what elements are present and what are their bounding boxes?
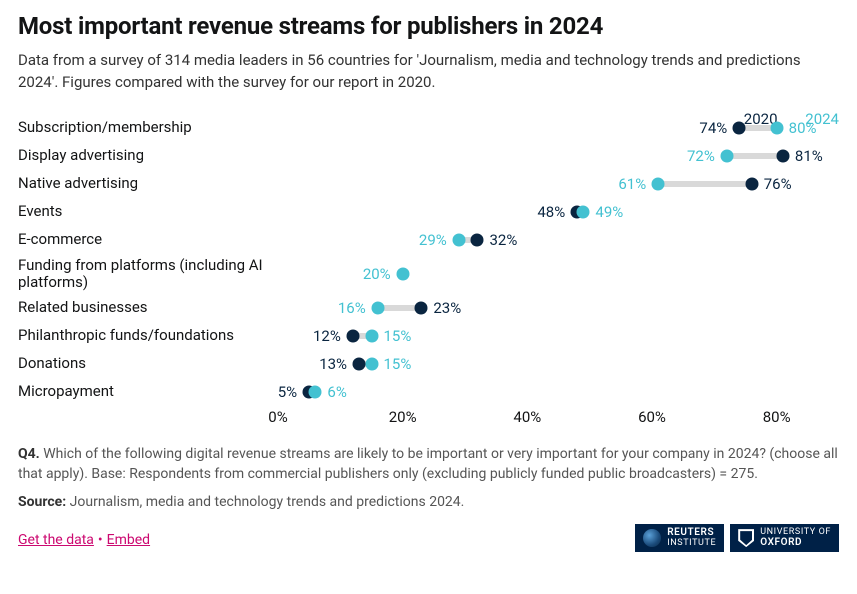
value-label: 48% [537, 203, 565, 221]
row-plot: 16% 23% [278, 294, 839, 322]
value-label: 81% [795, 147, 823, 165]
link-separator: • [98, 532, 103, 548]
badge-line: INSTITUTE [667, 539, 716, 548]
dot-2024 [577, 205, 590, 218]
row-plot: 5% 6% [278, 378, 839, 406]
chart-row: Events 48% 49% [18, 198, 839, 226]
source-text: Source: Journalism, media and technology… [18, 494, 839, 510]
footer-badges: REUTERS INSTITUTE UNIVERSITY OF OXFORD [635, 524, 839, 552]
footnote-body: Which of the following digital revenue s… [18, 446, 838, 482]
x-axis: 0% 20% 40% 60% 80% [18, 406, 839, 430]
dot-2024 [770, 121, 783, 134]
footnote-text: Q4. Which of the following digital reven… [18, 444, 839, 485]
row-plot: 72% 81% [278, 142, 839, 170]
row-category-label: Funding from platforms (including AI pla… [18, 257, 278, 290]
embed-link[interactable]: Embed [107, 532, 150, 548]
value-label: 72% [687, 147, 715, 165]
value-label: 5% [278, 383, 297, 401]
axis-tick: 20% [389, 408, 417, 426]
chart-area: 2020 2024 Subscription/membership74%80%D… [18, 114, 839, 430]
row-category-label: Philanthropic funds/foundations [18, 327, 278, 344]
value-label: 15% [383, 327, 411, 345]
row-plot: 48% 49% [278, 198, 839, 226]
dot-2024 [396, 267, 409, 280]
oxford-badge: UNIVERSITY OF OXFORD [730, 524, 839, 552]
source-body: Journalism, media and technology trends … [66, 494, 464, 510]
chart-row: Philanthropic funds/foundations 12% 15% [18, 322, 839, 350]
value-label: 29% [419, 231, 447, 249]
dot-2024 [720, 149, 733, 162]
shield-icon [738, 529, 754, 547]
value-label: 15% [383, 355, 411, 373]
row-plot: 74% 80% [278, 114, 839, 142]
dot-2020 [415, 301, 428, 314]
dot-2024 [309, 385, 322, 398]
dot-2020 [733, 121, 746, 134]
value-label: 76% [764, 175, 792, 193]
axis-tick: 40% [513, 408, 541, 426]
row-plot: 13% 15% [278, 350, 839, 378]
value-label: 80% [789, 119, 817, 137]
globe-icon [643, 529, 661, 547]
chart-row: Donations 13% 15% [18, 350, 839, 378]
value-label: 61% [618, 175, 646, 193]
chart-row: Subscription/membership 74% 80% [18, 114, 839, 142]
axis-tick: 60% [638, 408, 666, 426]
footnote-q: Q4. [18, 446, 40, 462]
chart-row: Micropayment5% 6% [18, 378, 839, 406]
footer-links: Get the data•Embed [18, 529, 150, 548]
value-label: 23% [433, 299, 461, 317]
connector-bar [727, 153, 783, 159]
dot-2024 [452, 233, 465, 246]
connector-bar [658, 181, 752, 187]
dot-2020 [776, 149, 789, 162]
chart-row: E-commerce 29% 32% [18, 226, 839, 254]
dot-2024 [371, 301, 384, 314]
dot-2020 [353, 357, 366, 370]
row-plot: 61% 76% [278, 170, 839, 198]
footer: Get the data•Embed REUTERS INSTITUTE UNI… [18, 524, 839, 552]
chart-row: Native advertising 61% 76% [18, 170, 839, 198]
row-category-label: Subscription/membership [18, 119, 278, 136]
dot-2020 [471, 233, 484, 246]
row-category-label: Donations [18, 355, 278, 372]
chart-row: Funding from platforms (including AI pla… [18, 254, 839, 294]
reuters-institute-badge: REUTERS INSTITUTE [635, 524, 724, 552]
dot-2020 [346, 329, 359, 342]
badge-line: OXFORD [760, 538, 831, 549]
value-label: 32% [489, 231, 517, 249]
value-label: 74% [699, 119, 727, 137]
chart-row: Display advertising 72% 81% [18, 142, 839, 170]
value-label: 49% [595, 203, 623, 221]
chart-subtitle: Data from a survey of 314 media leaders … [18, 50, 839, 94]
dot-2024 [365, 329, 378, 342]
row-category-label: Related businesses [18, 299, 278, 316]
dot-2024 [652, 177, 665, 190]
chart-rows: Subscription/membership 74% 80% Display adv… [18, 114, 839, 406]
value-label: 13% [319, 355, 347, 373]
dot-2024 [365, 357, 378, 370]
value-label: 6% [327, 383, 346, 401]
value-label: 20% [363, 265, 391, 283]
row-category-label: Native advertising [18, 175, 278, 192]
row-category-label: Events [18, 203, 278, 220]
row-plot: 12% 15% [278, 322, 839, 350]
row-plot: 29% 32% [278, 226, 839, 254]
row-category-label: Micropayment [18, 383, 278, 400]
row-category-label: E-commerce [18, 231, 278, 248]
value-label: 16% [338, 299, 366, 317]
axis-tick: 80% [763, 408, 791, 426]
chart-title: Most important revenue streams for publi… [18, 12, 839, 40]
row-plot: 20% [278, 254, 839, 294]
source-label: Source: [18, 494, 66, 510]
chart-row: Related businesses 16% 23% [18, 294, 839, 322]
dot-2020 [745, 177, 758, 190]
row-category-label: Display advertising [18, 147, 278, 164]
value-label: 12% [313, 327, 341, 345]
axis-tick: 0% [268, 408, 287, 426]
get-data-link[interactable]: Get the data [18, 532, 94, 548]
